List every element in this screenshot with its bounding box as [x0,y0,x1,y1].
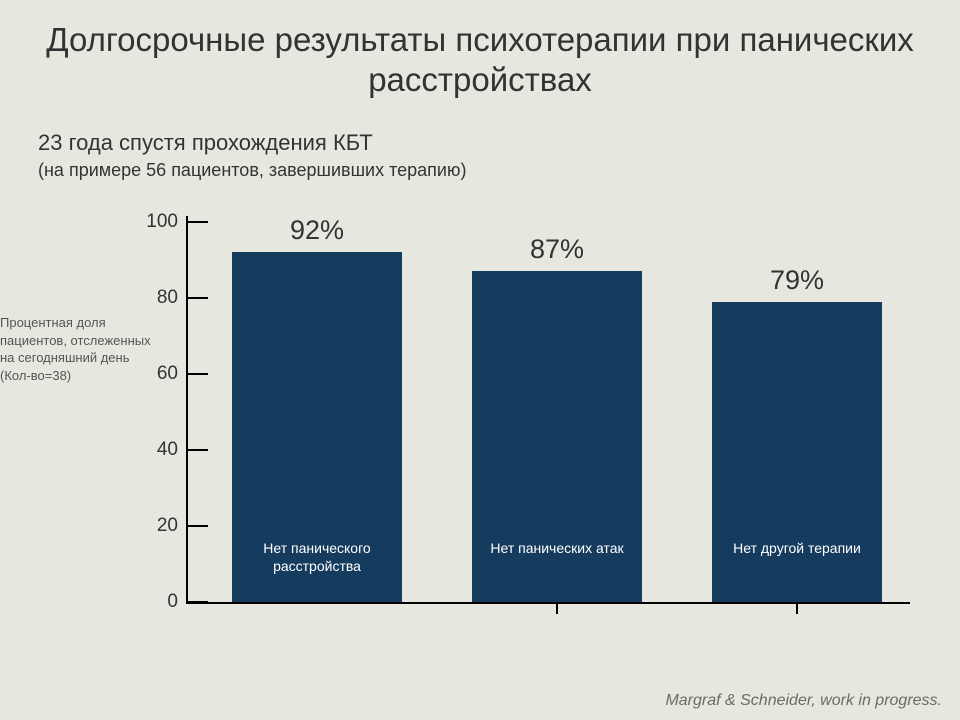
y-tick [186,221,208,223]
subtitle-block: 23 года спустя прохождения КБТ (на приме… [38,128,466,182]
slide-title: Долгосрочные результаты психотерапии при… [0,20,960,99]
y-tick-label: 40 [132,439,178,461]
credit-text: Margraf & Schneider, work in progress. [665,692,942,710]
bar-category-label: Нет панических атак [478,540,636,558]
x-tick [796,602,798,614]
y-tick-label: 80 [132,287,178,309]
y-tick [186,449,208,451]
y-tick-label: 0 [132,591,178,613]
y-axis [186,216,188,602]
bar-value-label: 87% [472,234,642,265]
y-tick [186,297,208,299]
y-tick [186,525,208,527]
x-tick [556,602,558,614]
subtitle-line2: (на примере 56 пациентов, завершивших те… [38,158,466,182]
y-tick-label: 20 [132,515,178,537]
bar-value-label: 79% [712,265,882,296]
subtitle-line1: 23 года спустя прохождения КБТ [38,128,466,158]
bar-category-label: Нет панического расстройства [238,540,396,575]
bar-category-label: Нет другой терапии [718,540,876,558]
y-tick [186,373,208,375]
y-tick [186,601,208,603]
y-tick-label: 60 [132,363,178,385]
x-axis [186,602,910,604]
bar-value-label: 92% [232,215,402,246]
y-tick-label: 100 [132,211,178,233]
